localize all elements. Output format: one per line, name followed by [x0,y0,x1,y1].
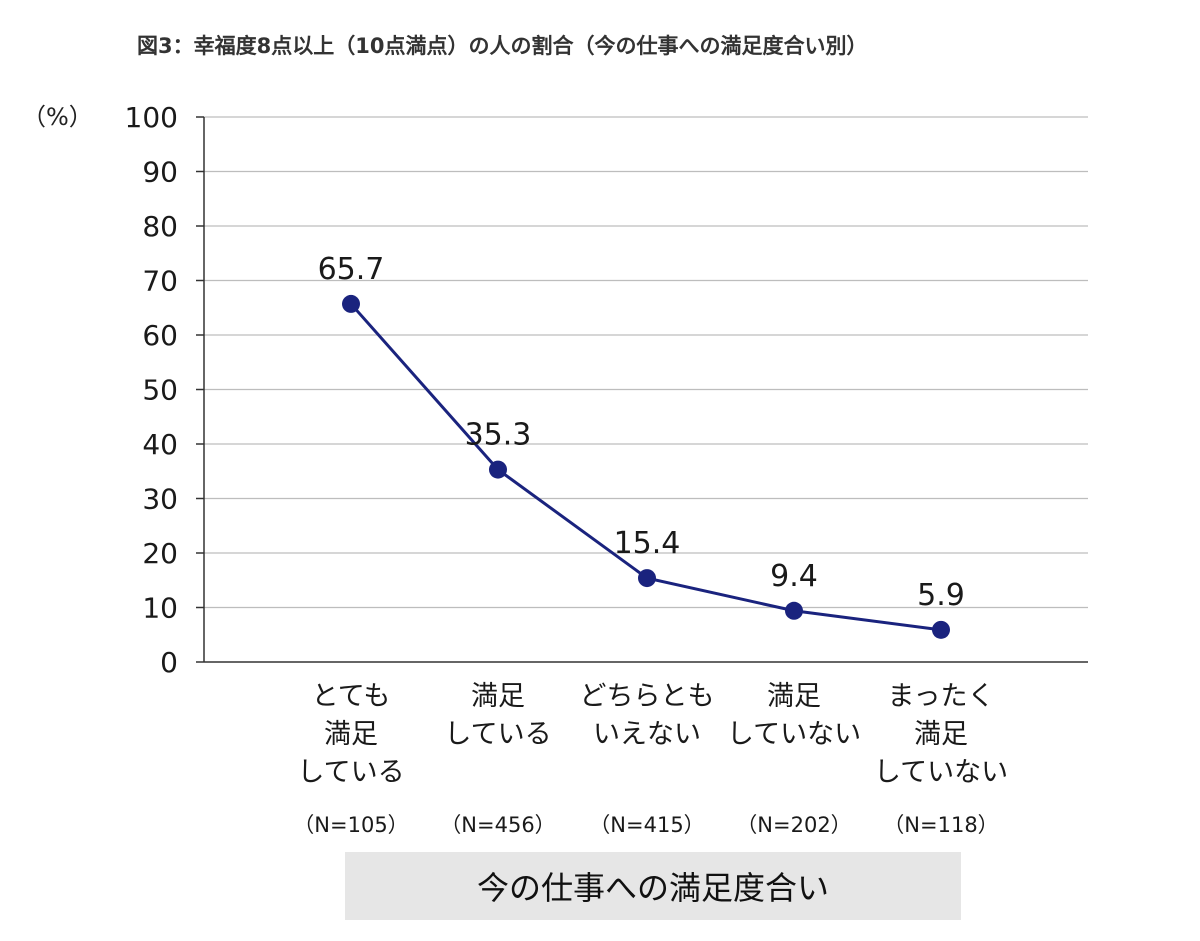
data-label: 15.4 [614,526,681,561]
data-point [638,569,656,588]
x-category-sample-size: （N=415） [589,813,704,837]
y-tick-label: 100 [125,101,178,134]
data-point [342,294,360,313]
chart-title: 図3：幸福度8点以上（10点満点）の人の割合（今の仕事への満足度合い別） [137,34,868,58]
axes [196,116,1088,663]
x-category-sample-size: （N=456） [440,813,555,837]
y-tick-label: 30 [142,483,178,516]
x-category-label-line: 満足 [324,719,378,750]
y-tick-label: 0 [160,646,178,679]
x-category-label-line: している [444,719,551,750]
data-label: 9.4 [770,559,818,594]
y-tick-label: 40 [142,428,178,461]
x-category-label-line: 満足 [471,681,525,712]
y-tick-label: 80 [142,210,178,243]
x-category-label-line: いえない [593,719,701,750]
data-labels: 65.7 35.3 15.4 9.4 5.9 [318,252,965,613]
y-tick-label: 70 [142,265,178,298]
data-point [489,460,507,479]
x-category-label-line: していない [874,757,1008,788]
x-category-sample-size: （N=105） [293,813,408,837]
x-category-label-line: まったく [888,681,995,712]
x-category-labels: とても満足している（N=105）満足している（N=456）どちらともいえない（N… [293,681,1008,837]
x-category-label-line: とても [312,681,391,712]
y-axis-unit-label: （%） [22,103,93,131]
x-category-label-line: していない [727,719,861,750]
grid-lines [204,116,1088,609]
data-label: 5.9 [917,578,965,613]
x-category-label-line: 満足 [914,719,968,750]
y-tick-label: 90 [142,156,178,189]
x-axis-title: 今の仕事への満足度合い [345,852,961,920]
y-tick-label: 60 [142,319,178,352]
data-points [342,294,950,639]
data-point [932,620,950,639]
y-tick-label: 10 [142,592,178,625]
x-axis-title-text: 今の仕事への満足度合い [476,869,829,907]
y-tick-label: 20 [142,537,178,570]
data-label: 65.7 [318,252,385,287]
y-tick-label: 50 [142,374,178,407]
x-category-label-line: どちらとも [580,681,715,712]
y-tick-labels: 0 10 20 30 40 50 60 70 80 90 100 [125,101,178,679]
x-category-label-line: している [297,757,404,788]
x-category-sample-size: （N=202） [736,813,851,837]
x-category-sample-size: （N=118） [883,813,998,837]
x-category-label-line: 満足 [767,681,821,712]
data-point [785,601,803,620]
data-label: 35.3 [465,418,532,453]
